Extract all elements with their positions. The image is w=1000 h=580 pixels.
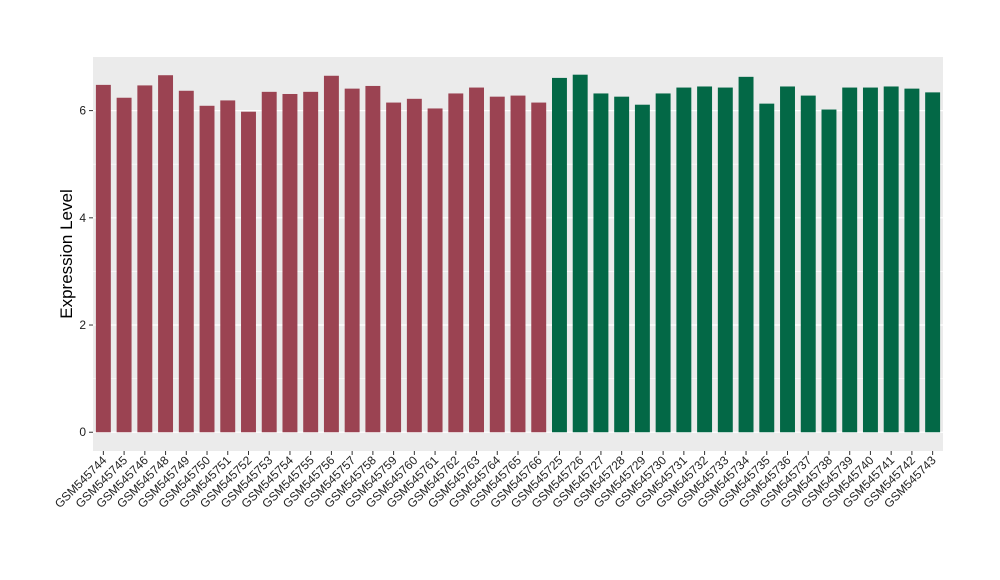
bar (303, 91, 319, 433)
bar (717, 87, 733, 433)
bar (800, 95, 816, 433)
bar (178, 90, 194, 433)
bars (95, 74, 941, 433)
y-tick-label: 6 (79, 104, 86, 118)
bar (593, 93, 609, 433)
bar (821, 109, 837, 433)
bar (697, 86, 713, 433)
bar (531, 102, 547, 433)
bar (738, 76, 754, 433)
bar (572, 74, 588, 433)
bar (759, 103, 775, 433)
bar (95, 84, 111, 433)
y-tick-label: 0 (79, 425, 86, 439)
x-axis: GSM545744GSM545745GSM545746GSM545748GSM5… (52, 451, 939, 511)
bar (489, 96, 505, 433)
bar (842, 87, 858, 433)
bar (510, 95, 526, 433)
bar (116, 97, 132, 433)
bar (220, 100, 236, 433)
bar (780, 86, 795, 433)
bar (552, 77, 567, 433)
bar (199, 105, 215, 433)
y-tick-label: 4 (79, 211, 86, 225)
bar (614, 96, 630, 433)
bar (137, 85, 153, 433)
bar (261, 91, 277, 433)
bar (282, 93, 298, 433)
bar (655, 93, 671, 433)
bar (862, 87, 878, 433)
bar (883, 86, 899, 433)
bar (469, 87, 484, 433)
bar (158, 75, 174, 433)
bar (448, 93, 464, 433)
bar (925, 92, 941, 433)
bar (634, 104, 650, 433)
bar (344, 88, 360, 433)
bar (365, 85, 381, 433)
bar (323, 75, 339, 433)
bar (241, 111, 256, 433)
bar (904, 88, 920, 433)
bar (676, 87, 692, 433)
bar (406, 98, 422, 433)
y-axis: 0 2 4 6 (79, 104, 93, 439)
y-axis-title: Expression Level (57, 189, 76, 318)
y-tick-label: 2 (79, 318, 86, 332)
bar (427, 108, 443, 433)
bar (386, 102, 402, 433)
